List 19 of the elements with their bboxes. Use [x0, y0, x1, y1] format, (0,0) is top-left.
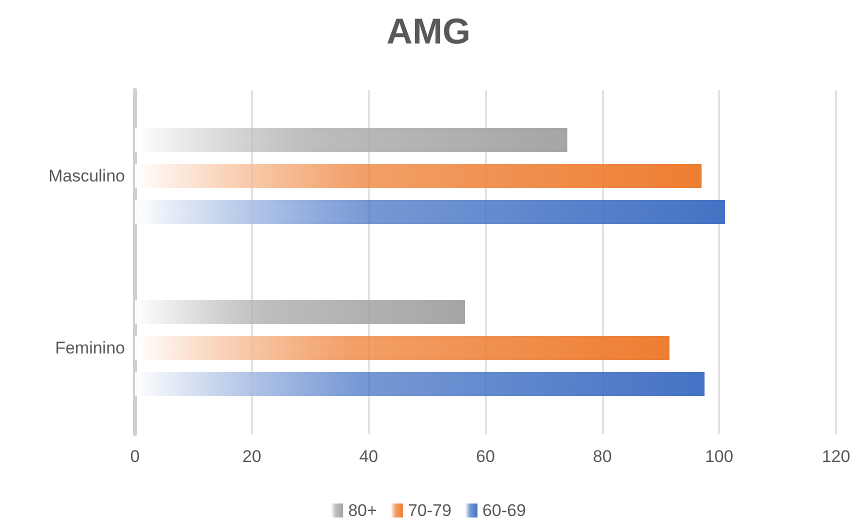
bar	[135, 164, 702, 188]
bar	[135, 128, 568, 152]
legend-label: 60-69	[482, 501, 526, 520]
x-tick-label: 20	[242, 447, 262, 466]
bar	[135, 336, 670, 360]
x-tick-label: 0	[130, 447, 140, 466]
bar	[135, 372, 705, 396]
legend-label: 70-79	[408, 501, 452, 520]
x-tick-label: 120	[822, 447, 850, 466]
legend-label: 80+	[348, 501, 378, 520]
chart-title: AMG	[386, 10, 470, 52]
x-tick-label: 80	[592, 447, 612, 466]
x-tick-label: 60	[476, 447, 495, 466]
x-tick-label: 100	[704, 447, 734, 466]
y-tick-label: Feminino	[55, 338, 125, 358]
x-tick-label: 40	[359, 447, 378, 466]
bar	[135, 200, 726, 224]
bar	[135, 300, 466, 324]
y-tick-label: Masculino	[48, 166, 125, 186]
